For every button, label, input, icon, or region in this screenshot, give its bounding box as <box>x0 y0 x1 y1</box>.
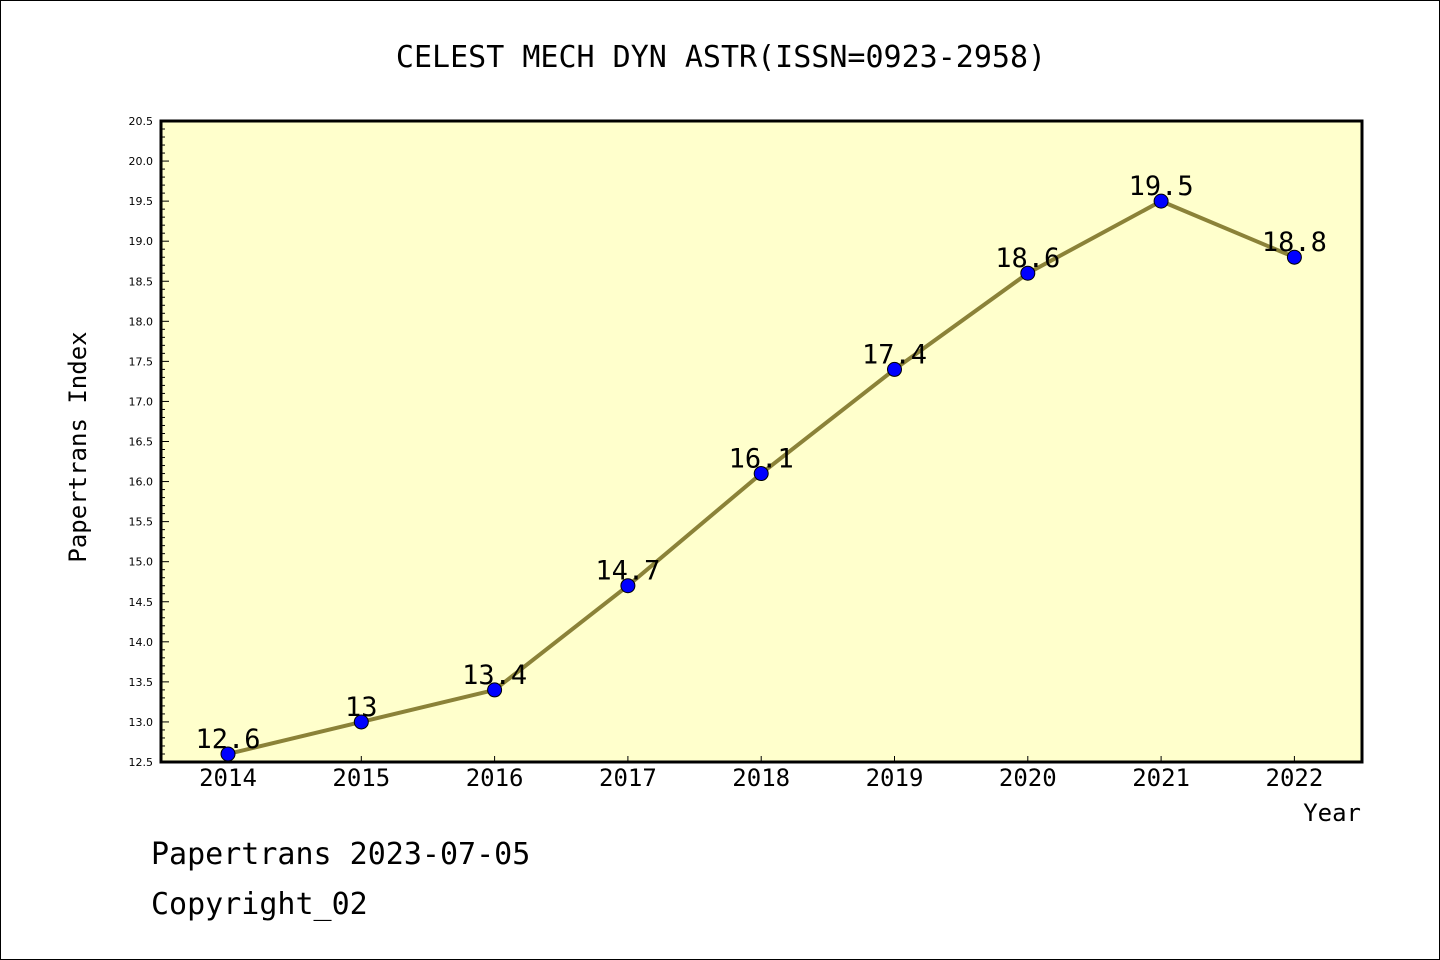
x-tick-label: 2015 <box>332 764 390 792</box>
y-tick-label: 17.5 <box>129 355 154 368</box>
data-point <box>1020 265 1036 281</box>
chart-title: CELEST MECH DYN ASTR(ISSN=0923-2958) <box>396 40 1046 75</box>
y-tick-label: 14.0 <box>129 636 154 649</box>
data-point <box>353 714 369 730</box>
x-axis-label: Year <box>1303 799 1361 827</box>
x-axis: 2014 2015 2016 2017 2018 2019 2020 2021 2022 <box>199 756 1323 792</box>
x-tick-label: 2021 <box>1132 764 1190 792</box>
plot-area <box>159 119 1364 764</box>
data-point <box>1153 193 1169 209</box>
x-tick-label: 2016 <box>466 764 524 792</box>
y-tick-label: 16.0 <box>129 476 154 489</box>
y-axis-label: Papertrans Index <box>64 331 92 562</box>
x-tick-label: 2014 <box>199 764 257 792</box>
y-tick-label: 18.5 <box>129 275 154 288</box>
data-point <box>487 682 503 698</box>
y-tick-label: 13.0 <box>129 716 154 729</box>
y-tick-label: 20.5 <box>129 115 154 128</box>
x-tick-label: 2017 <box>599 764 657 792</box>
y-tick-label: 12.5 <box>129 756 154 769</box>
y-tick-label: 14.5 <box>129 596 154 609</box>
x-tick-label: 2020 <box>999 764 1057 792</box>
x-tick-label: 2019 <box>866 764 924 792</box>
data-point <box>753 466 769 482</box>
y-tick-label: 19.0 <box>129 235 154 248</box>
x-tick-label: 2022 <box>1266 764 1324 792</box>
y-tick-label: 19.5 <box>129 195 154 208</box>
y-tick-label: 15.5 <box>129 516 154 529</box>
data-point <box>1286 249 1302 265</box>
data-point <box>220 746 236 762</box>
y-tick-label: 15.0 <box>129 556 154 569</box>
x-tick-label: 2018 <box>732 764 790 792</box>
y-axis: 12.5 13.0 13.5 14.0 14.5 15.0 15.5 16.0 16.5 17.0… <box>129 115 169 769</box>
y-tick-label: 16.5 <box>129 436 154 449</box>
y-tick-label: 20.0 <box>129 155 154 168</box>
footer-date: Papertrans 2023-07-05 <box>151 837 531 872</box>
y-tick-label: 17.0 <box>129 395 154 408</box>
footer-copyright: Copyright_02 <box>151 887 368 922</box>
data-point <box>887 361 902 377</box>
y-tick-label: 18.0 <box>129 315 154 328</box>
y-tick-label: 13.5 <box>129 676 154 689</box>
data-point <box>620 578 636 594</box>
